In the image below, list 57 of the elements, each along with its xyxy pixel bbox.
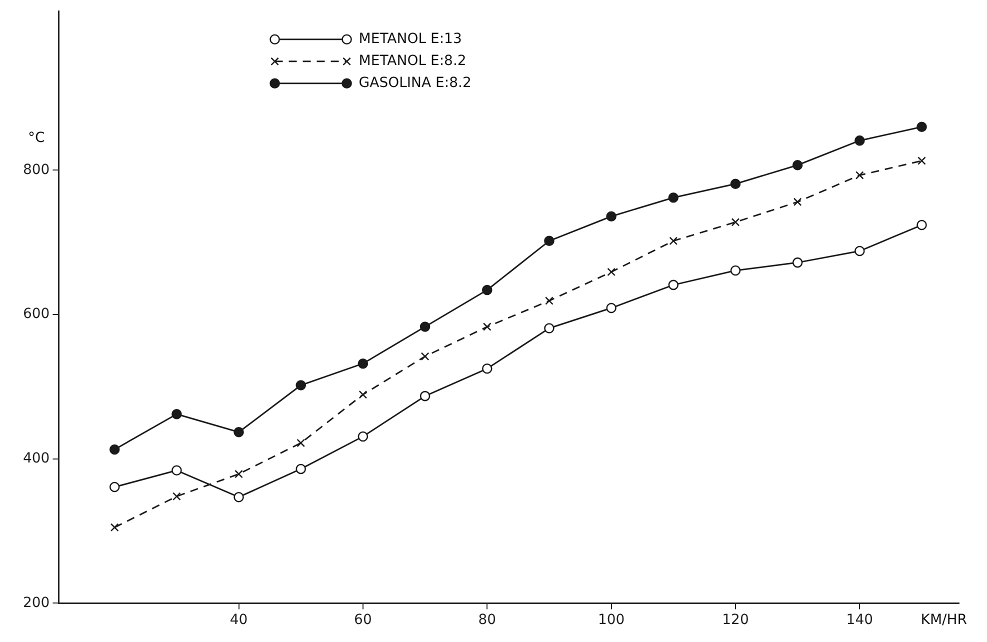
point xyxy=(482,363,492,374)
point xyxy=(854,246,865,256)
point xyxy=(296,380,306,390)
y-tick-label: 600 xyxy=(22,306,50,322)
point xyxy=(854,135,865,146)
point xyxy=(482,322,492,331)
point xyxy=(606,211,616,222)
point xyxy=(358,390,368,399)
point xyxy=(172,465,182,476)
point xyxy=(792,160,803,170)
point xyxy=(669,236,678,246)
point xyxy=(358,358,368,369)
point xyxy=(172,408,182,420)
point xyxy=(109,444,120,455)
legend-label: METANOL E:8.2 xyxy=(358,53,466,70)
point xyxy=(296,438,306,448)
point xyxy=(545,296,554,305)
point xyxy=(606,302,616,314)
point xyxy=(668,280,679,290)
point xyxy=(109,482,120,492)
x-tick-label: 60 xyxy=(354,612,372,628)
x-tick-label: 120 xyxy=(722,612,749,628)
point xyxy=(172,492,181,501)
y-tick-label: 800 xyxy=(22,162,50,178)
point xyxy=(296,464,306,474)
point xyxy=(730,178,741,190)
point xyxy=(916,122,927,132)
x-tick-label: 40 xyxy=(230,612,248,628)
point xyxy=(668,192,679,203)
y-tick-label: 200 xyxy=(22,594,50,611)
point xyxy=(234,427,244,438)
point xyxy=(482,284,492,296)
point xyxy=(420,390,430,402)
point xyxy=(916,220,927,230)
point xyxy=(731,218,740,226)
point xyxy=(544,323,554,334)
point xyxy=(792,257,803,268)
point xyxy=(730,265,741,276)
point xyxy=(234,492,244,502)
point xyxy=(918,156,926,165)
point xyxy=(793,198,802,206)
point xyxy=(544,236,554,246)
point xyxy=(110,523,119,532)
point xyxy=(420,352,430,361)
x-tick-label: 140 xyxy=(846,612,874,628)
x-tick-label: 80 xyxy=(478,612,496,628)
x-tick-label: 100 xyxy=(598,612,625,628)
legend-label: METANOL E:13 xyxy=(358,31,462,48)
x-axis-title: KM/HR xyxy=(920,612,968,628)
point xyxy=(234,470,243,478)
point xyxy=(607,268,616,276)
legend-label: GASOLINA E:8.2 xyxy=(358,75,472,92)
y-tick-label: 400 xyxy=(22,450,50,466)
point xyxy=(358,431,368,442)
point xyxy=(855,171,864,180)
y-axis-title: °C xyxy=(28,130,45,146)
point xyxy=(420,322,430,332)
